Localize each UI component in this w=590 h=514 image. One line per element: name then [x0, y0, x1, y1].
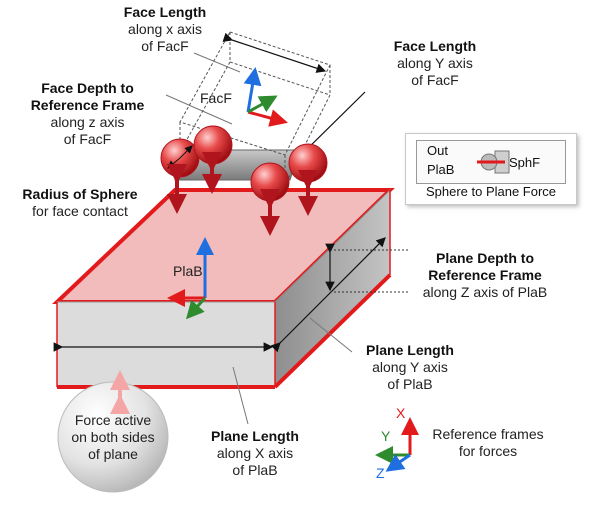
port-plab[interactable]: PlaB — [427, 162, 455, 177]
reference-frame-legend — [375, 417, 419, 472]
block-body[interactable]: Out PlaB SphF — [416, 140, 566, 184]
face-length-y-label: Face Length along Y axis of FacF — [393, 38, 477, 88]
sphere — [288, 143, 328, 183]
block-name: SphF — [509, 155, 541, 170]
plane-length-y-label: Plane Length along Y axis of PlaB — [366, 342, 454, 392]
radius-label: Radius of Sphere for face contact — [22, 186, 138, 219]
axis-x-label: X — [396, 405, 406, 421]
reference-frames-label: Reference frames for forces — [432, 426, 544, 459]
face-depth-label: Face Depth to Reference Frame along z ax… — [30, 80, 145, 147]
plane-depth-label: Plane Depth to Reference Frame along Z a… — [422, 250, 548, 300]
plane-length-x-label: Plane Length along X axis of PlaB — [211, 428, 299, 478]
sphere — [193, 125, 233, 165]
face-length-x-label: Face Length along x axis of FacF — [123, 4, 207, 54]
sphere — [250, 162, 290, 202]
plab-frame-label: PlaB — [173, 263, 203, 279]
axis-y-label: Y — [381, 428, 391, 444]
facf-frame — [243, 67, 288, 127]
sphere-to-plane-force-block[interactable]: Out PlaB SphF Sphere to Plane Force — [405, 133, 577, 205]
axis-z-label: Z — [376, 465, 385, 481]
block-caption: Sphere to Plane Force — [425, 184, 557, 199]
port-out[interactable]: Out — [427, 143, 448, 158]
plane-front-face — [56, 301, 276, 388]
contact-force-arrows — [167, 152, 318, 236]
force-active-label: Force active on both sides of plane — [71, 412, 155, 462]
plab-frame — [167, 237, 214, 320]
face-length-x-dimension — [222, 32, 327, 73]
facf-frame-label: FacF — [200, 90, 232, 106]
sphere-plane-block-icon — [477, 150, 510, 174]
